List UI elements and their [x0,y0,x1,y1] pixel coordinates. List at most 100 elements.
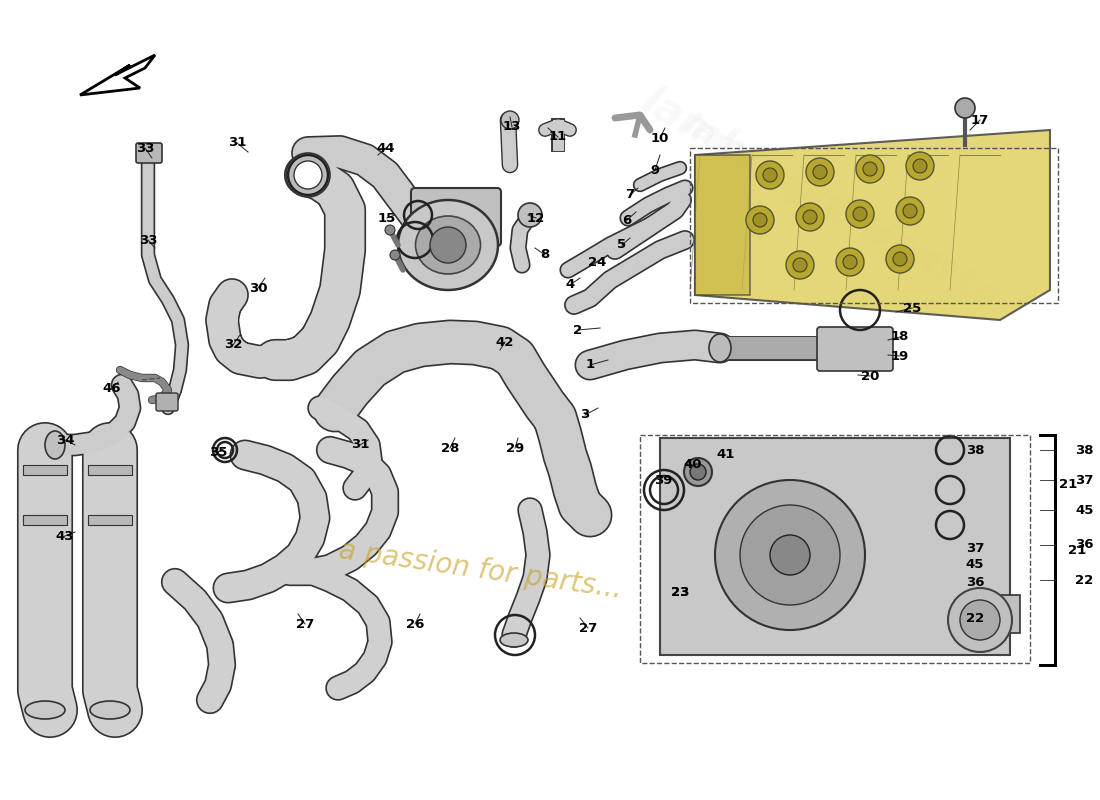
Text: 12: 12 [527,211,546,225]
Circle shape [385,225,395,235]
Bar [690,148,1058,303]
Text: 36: 36 [1075,538,1093,551]
Text: 27: 27 [296,618,315,630]
Circle shape [903,204,917,218]
Text: 45: 45 [966,558,984,571]
Text: 9: 9 [650,163,660,177]
Text: 37: 37 [1075,474,1093,486]
Text: 38: 38 [1075,443,1093,457]
Circle shape [893,252,907,266]
Circle shape [852,207,867,221]
Circle shape [286,153,330,197]
Ellipse shape [45,431,65,459]
Text: 32: 32 [223,338,242,351]
Text: 7: 7 [626,189,635,202]
Text: 31: 31 [228,137,246,150]
Text: 22: 22 [1075,574,1093,586]
Circle shape [886,245,914,273]
Bar [88,465,132,475]
Circle shape [684,458,712,486]
Text: 6: 6 [623,214,631,226]
Text: 28: 28 [441,442,459,454]
Text: 44: 44 [376,142,395,154]
Circle shape [948,588,1012,652]
Bar [970,595,1020,633]
Text: 41: 41 [717,449,735,462]
Ellipse shape [90,701,130,719]
Text: 31: 31 [351,438,370,451]
Circle shape [846,200,874,228]
Circle shape [843,255,857,269]
Circle shape [390,250,400,260]
Text: 43: 43 [56,530,75,542]
Text: 36: 36 [966,575,984,589]
Circle shape [803,210,817,224]
Text: 30: 30 [249,282,267,294]
Circle shape [715,480,865,630]
Circle shape [294,161,322,189]
Circle shape [786,251,814,279]
Text: 25: 25 [903,302,921,314]
Polygon shape [695,155,750,295]
FancyBboxPatch shape [817,327,893,371]
Circle shape [836,248,864,276]
Circle shape [813,165,827,179]
Circle shape [763,168,777,182]
Ellipse shape [25,701,65,719]
Text: 45: 45 [1075,503,1093,517]
Text: 33: 33 [135,142,154,154]
Circle shape [500,111,519,129]
Text: 42: 42 [496,335,514,349]
Circle shape [756,161,784,189]
Text: 3: 3 [581,409,590,422]
Text: 2: 2 [573,323,583,337]
Text: 21: 21 [1059,478,1077,491]
Circle shape [896,197,924,225]
Text: 46: 46 [102,382,121,394]
Text: 13: 13 [503,121,521,134]
FancyBboxPatch shape [156,393,178,411]
Text: 40: 40 [684,458,702,471]
Text: 26: 26 [406,618,425,630]
Circle shape [864,162,877,176]
Circle shape [690,464,706,480]
Text: 21: 21 [1068,543,1087,557]
Text: 5: 5 [617,238,627,251]
Circle shape [770,535,810,575]
Circle shape [740,505,840,605]
Circle shape [856,155,884,183]
Circle shape [518,203,542,227]
Text: 35: 35 [209,446,228,458]
Text: 22: 22 [966,611,984,625]
Circle shape [955,98,975,118]
Text: 1: 1 [585,358,595,371]
Text: 34: 34 [56,434,75,446]
FancyBboxPatch shape [136,143,162,163]
Ellipse shape [710,334,732,362]
Text: 18: 18 [891,330,910,343]
Text: 24: 24 [587,255,606,269]
Polygon shape [695,130,1050,320]
Circle shape [754,213,767,227]
Text: 8: 8 [540,249,550,262]
FancyBboxPatch shape [411,188,500,246]
Circle shape [906,152,934,180]
Text: 4: 4 [565,278,574,291]
Circle shape [746,206,774,234]
Text: 33: 33 [139,234,157,246]
Text: 23: 23 [671,586,690,598]
Text: 15: 15 [378,211,396,225]
Bar [23,465,67,475]
Bar [88,515,132,525]
Circle shape [796,203,824,231]
Text: lamborghiniparts: lamborghiniparts [634,81,1005,319]
Text: 19: 19 [891,350,909,362]
Text: 10: 10 [651,131,669,145]
Ellipse shape [416,216,481,274]
Circle shape [913,159,927,173]
Circle shape [960,600,1000,640]
Text: 23: 23 [671,586,690,598]
Circle shape [430,227,466,263]
Text: 38: 38 [966,443,984,457]
Text: 39: 39 [653,474,672,486]
